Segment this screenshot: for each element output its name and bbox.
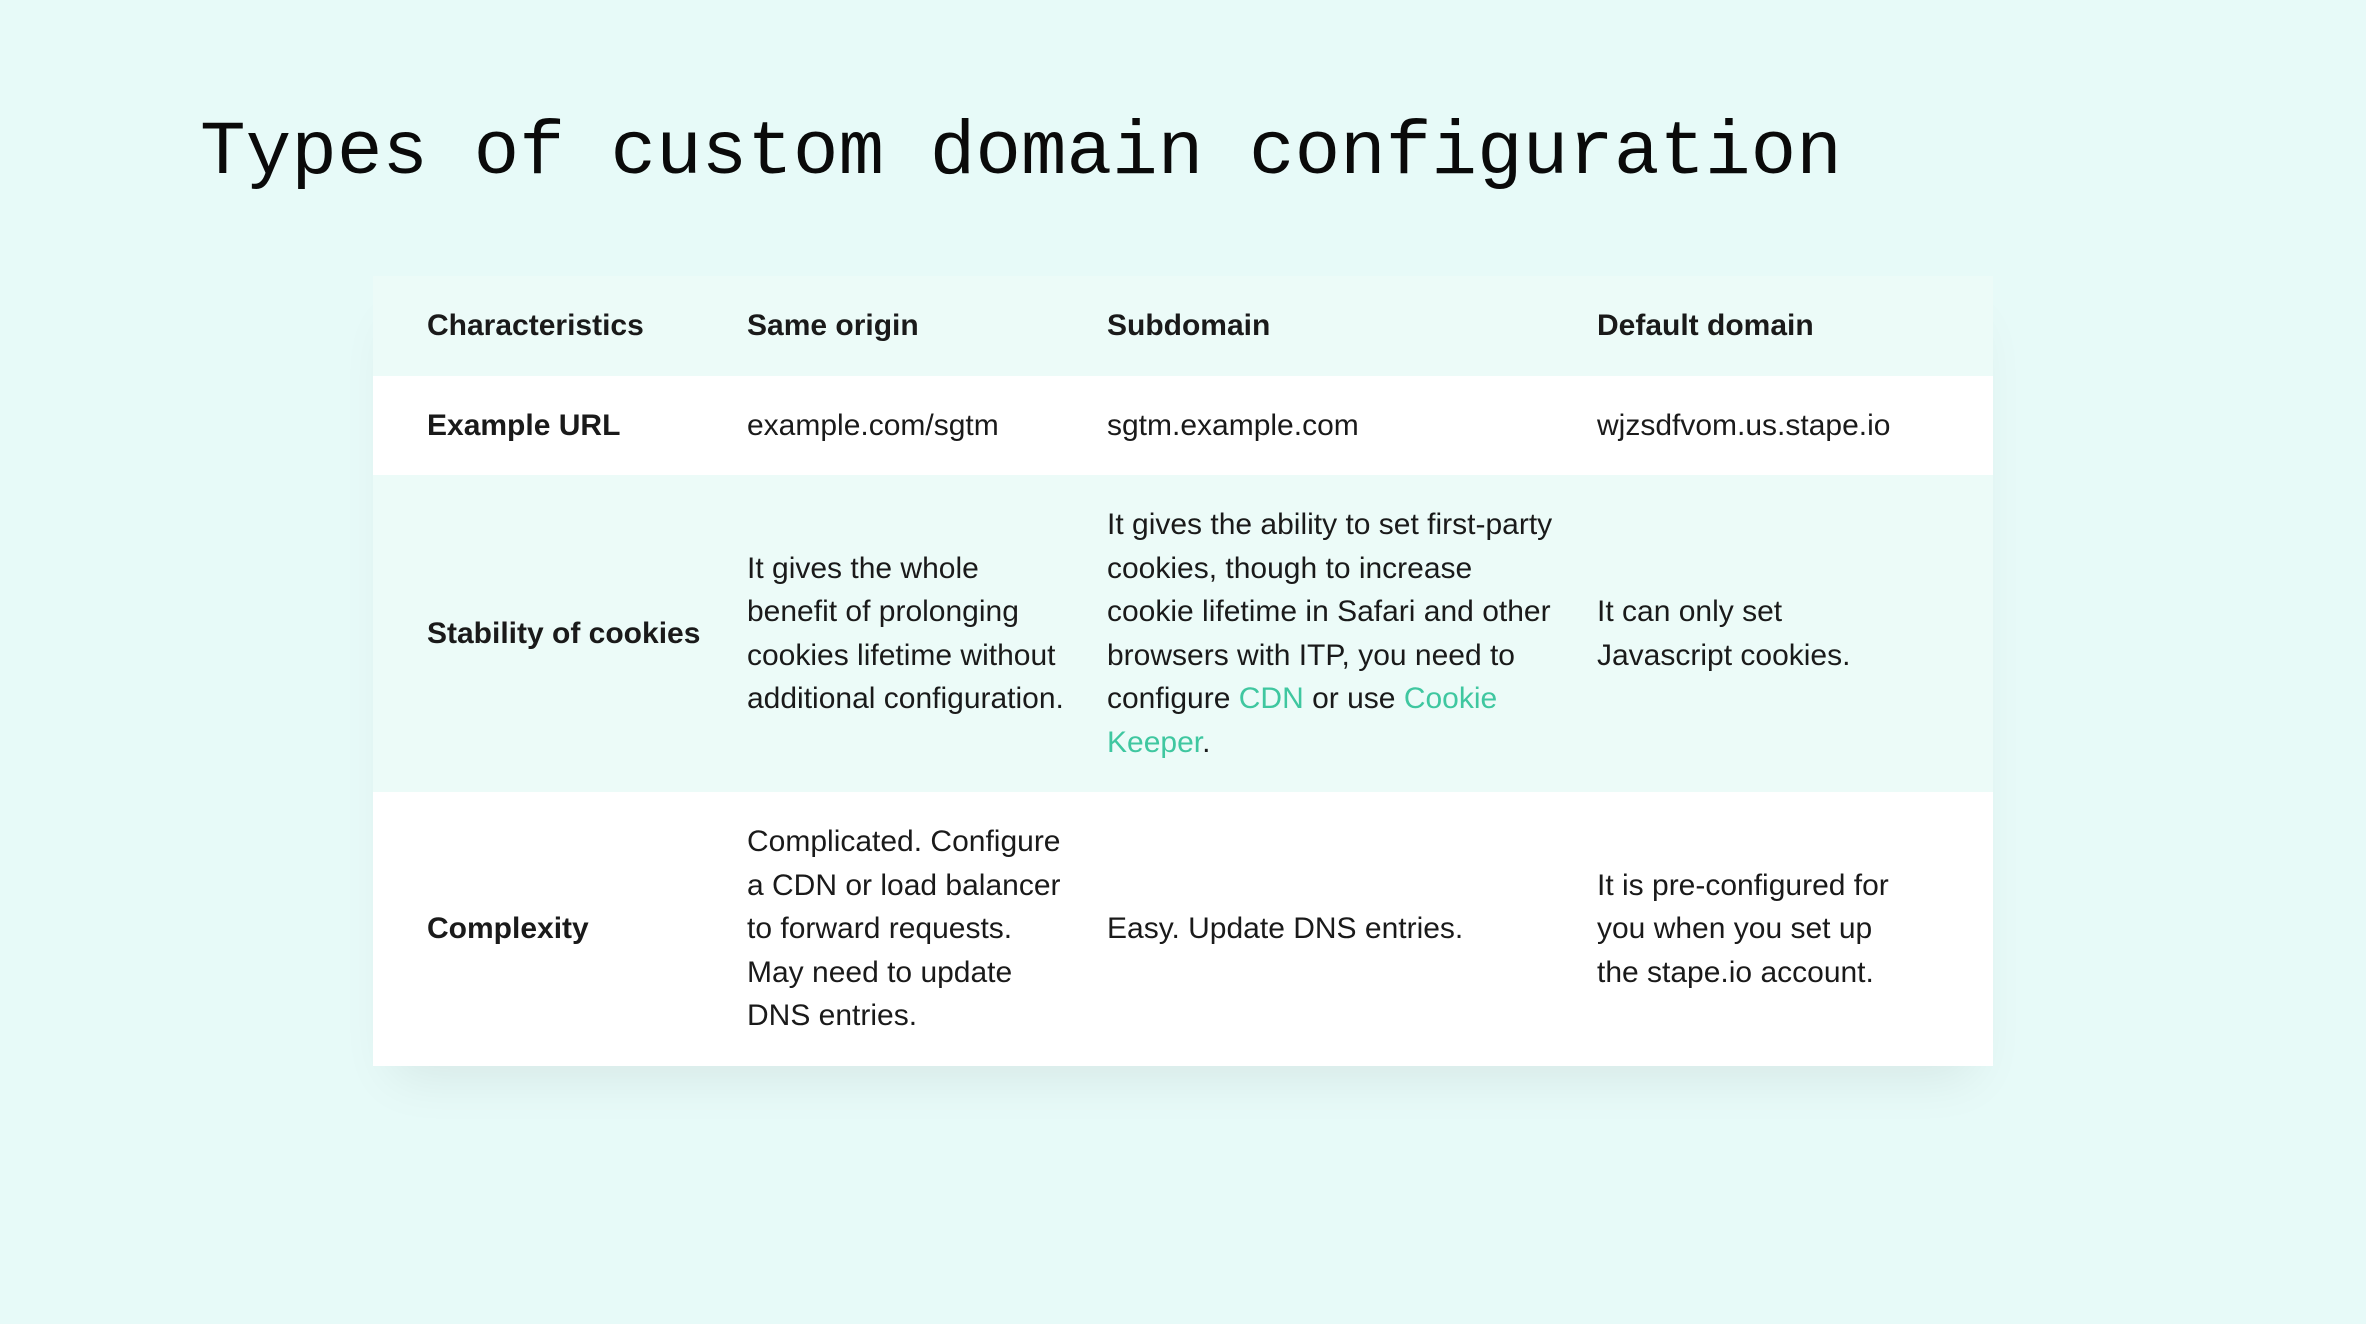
row-label: Example URL xyxy=(427,404,747,448)
col-header-same-origin: Same origin xyxy=(747,304,1107,348)
table-header-row: Characteristics Same origin Subdomain De… xyxy=(373,276,1993,376)
cell-default-domain: It is pre-configured for you when you se… xyxy=(1597,864,1937,995)
col-header-characteristics: Characteristics xyxy=(427,304,747,348)
cell-subdomain: Easy. Update DNS entries. xyxy=(1107,907,1597,951)
cdn-link[interactable]: CDN xyxy=(1239,682,1304,715)
row-label: Complexity xyxy=(427,907,747,951)
cell-same-origin: example.com/sgtm xyxy=(747,404,1107,448)
cell-default-domain: wjzsdfvom.us.stape.io xyxy=(1597,404,1937,448)
cell-subdomain: It gives the ability to set first-party … xyxy=(1107,503,1597,764)
page-title: Types of custom domain configuration xyxy=(200,110,2166,196)
comparison-table: Characteristics Same origin Subdomain De… xyxy=(373,276,1993,1066)
col-header-subdomain: Subdomain xyxy=(1107,304,1597,348)
cell-same-origin: It gives the whole benefit of prolonging… xyxy=(747,547,1107,721)
row-label: Stability of cookies xyxy=(427,612,747,656)
cell-same-origin: Complicated. Configure a CDN or load bal… xyxy=(747,820,1107,1038)
table-row: Stability of cookies It gives the whole … xyxy=(373,475,1993,792)
cell-subdomain: sgtm.example.com xyxy=(1107,404,1597,448)
cell-default-domain: It can only set Javascript cookies. xyxy=(1597,590,1937,677)
cell-text: or use xyxy=(1304,682,1404,715)
col-header-default-domain: Default domain xyxy=(1597,304,1937,348)
table-row: Complexity Complicated. Configure a CDN … xyxy=(373,792,1993,1066)
cell-text: . xyxy=(1202,726,1210,759)
table-row: Example URL example.com/sgtm sgtm.exampl… xyxy=(373,376,1993,476)
slide: Types of custom domain configuration Cha… xyxy=(0,0,2366,1324)
